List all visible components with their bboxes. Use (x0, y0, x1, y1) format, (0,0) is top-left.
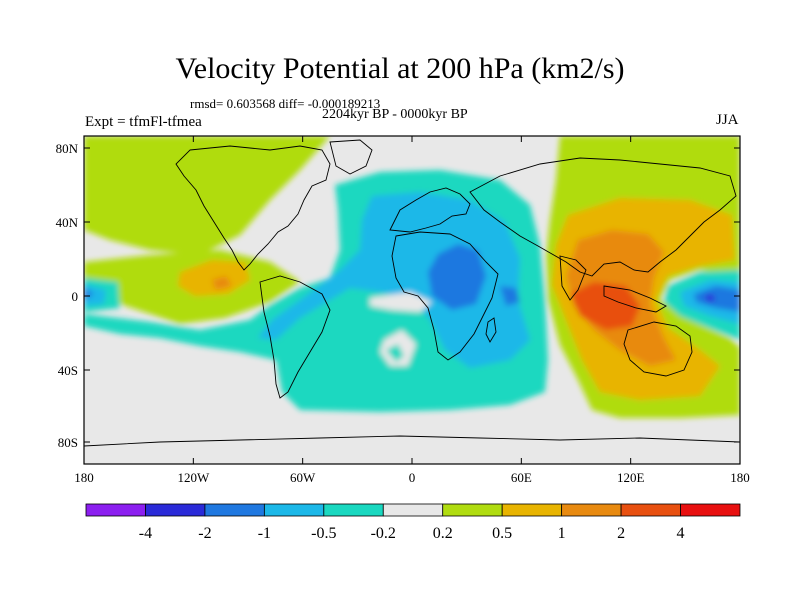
contour-field (84, 136, 740, 464)
rmsd-diff-stats: rmsd= 0.603568 diff= -0.000189213 (190, 96, 381, 111)
lon-tick-label: 0 (409, 470, 416, 485)
neg1-indian-ocean (500, 286, 520, 306)
colorbar-swatch (680, 503, 741, 517)
longitude-ticks: 180 120W 60W 0 60E 120E 180 (74, 136, 750, 485)
colorbar-label: 0.5 (492, 525, 512, 542)
lat-tick-label: 40N (56, 215, 79, 230)
pos02-north-pacific (84, 136, 330, 255)
lon-tick-label: 60W (290, 470, 316, 485)
neg1-west-edge (84, 288, 94, 300)
coastlines (84, 139, 740, 447)
south-america-outline (259, 275, 331, 399)
southeast-asia-islands (603, 285, 667, 313)
colorbar-swatch (561, 503, 622, 517)
colorbar-label: 0.2 (433, 525, 453, 542)
colorbar-swatch (382, 503, 444, 517)
lat-tick-label: 80S (58, 435, 78, 450)
colorbar-swatch (501, 503, 563, 517)
india-outline (559, 255, 587, 301)
greenland-outline (329, 139, 373, 175)
lon-tick-label: 120W (177, 470, 210, 485)
colorbar-swatch (442, 503, 503, 517)
colorbar-swatch (620, 503, 681, 517)
colorbar-label: 2 (617, 525, 625, 542)
pos1-east-pacific (212, 276, 232, 290)
lon-tick-label: 180 (74, 470, 94, 485)
colorbar-label: 1 (558, 525, 566, 542)
map-title: Velocity Potential at 200 hPa (km2/s) (175, 52, 625, 85)
colorbar-label: -0.5 (311, 525, 336, 542)
colorbar-label: -0.2 (371, 525, 396, 542)
lon-tick-label: 60E (511, 470, 532, 485)
lat-tick-label: 40S (58, 363, 78, 378)
colorbar-label: -4 (139, 525, 152, 542)
colorbar-swatch (263, 503, 325, 517)
africa-outline (391, 231, 499, 361)
neg05-atlantic-africa (258, 192, 530, 368)
season-label: JJA (716, 112, 739, 128)
neutral-gulf-of-guinea (370, 292, 432, 312)
lon-tick-label: 120E (617, 470, 645, 485)
colorbar-swatch (85, 503, 146, 517)
lat-tick-label: 0 (72, 289, 79, 304)
experiment-label: Expt = tfmFl-tfmea (85, 114, 202, 130)
colorbar: -4 -2 -1 -0.5 -0.2 0.2 0.5 1 2 4 (85, 503, 741, 542)
lon-tick-label: 180 (730, 470, 750, 485)
colorbar-swatch (204, 503, 265, 517)
neg2-west-pacific (704, 294, 716, 302)
europe-outline (389, 187, 471, 233)
time-period-label: 2204kyr BP - 0000kyr BP (322, 107, 468, 122)
colorbar-label: 4 (677, 525, 685, 542)
antarctica-outline (84, 435, 740, 447)
madagascar-outline (485, 317, 497, 343)
australia-outline (623, 321, 693, 377)
neg1-africa (428, 244, 486, 310)
asia-outline (469, 157, 737, 277)
colorbar-swatch (323, 503, 384, 517)
neg02-south-atlantic-ring (386, 344, 404, 362)
latitude-ticks: 80N 40N 0 40S 80S (56, 141, 740, 450)
pos05-east-pacific (178, 260, 250, 296)
north-america-outline (175, 145, 331, 271)
lat-tick-label: 80N (56, 141, 79, 156)
neg1-west-pacific (694, 286, 740, 312)
colorbar-swatch (145, 503, 206, 517)
neg05-west-edge (84, 284, 106, 306)
colorbar-label: -2 (198, 525, 211, 542)
pos2-maritime-continent (570, 282, 640, 330)
colorbar-label: -1 (258, 525, 271, 542)
